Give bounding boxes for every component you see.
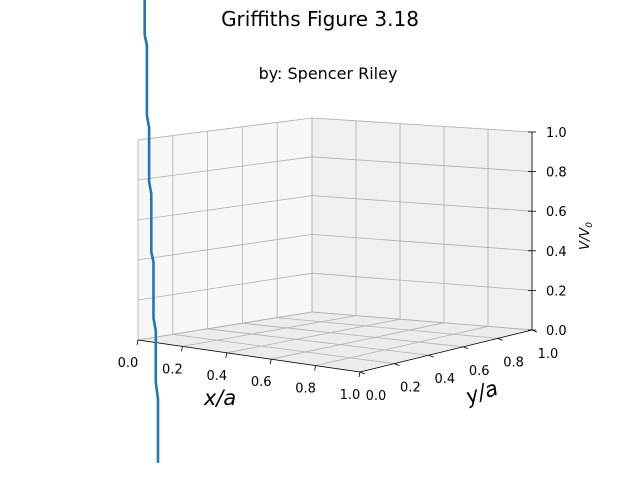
y-tick-1: [394, 363, 400, 366]
series-layer: [143, 0, 160, 463]
right-pane: [311, 117, 533, 331]
z-tick-label-2: 0.4: [546, 245, 567, 260]
grid-lines: [137, 117, 533, 373]
floor-grid-y-2: [207, 328, 429, 356]
floor-grid-x-1: [182, 315, 357, 347]
x-tick-labels: 0.0 0.2 0.4 0.6 0.8 1.0: [118, 339, 361, 403]
right-wall-grid-h-0: [311, 311, 533, 331]
x-axis-label: x/a: [203, 386, 236, 410]
x-tick-label-3: 0.6: [251, 375, 272, 390]
left-wall-grid-h-1: [137, 272, 313, 301]
left-wall-grid-h-4: [137, 156, 313, 181]
z-axis-label-group: V/V0: [578, 222, 595, 250]
y-tick-label-5: 1.0: [538, 347, 559, 362]
x-tick-3: [269, 359, 272, 365]
z-tick-labels: 0.0 0.2 0.4 0.6 0.8 1.0: [528, 126, 567, 339]
x-tick-0: [136, 339, 139, 346]
y-tick-label-4: 0.8: [503, 355, 524, 370]
x-tick-label-5: 1.0: [340, 388, 361, 403]
floor-grid-y-1: [172, 334, 395, 364]
y-tick-labels: 0.0 0.2 0.4 0.6 0.8 1.0: [359, 329, 559, 404]
y-tick-label-0: 0.0: [366, 389, 387, 404]
x-tick-2: [225, 352, 228, 358]
x-tick-label-1: 0.2: [162, 362, 183, 377]
floor-grid-y-4: [277, 317, 498, 339]
chart-subtitle: by: Spencer Riley: [259, 64, 398, 83]
z-tick-label-4: 0.8: [546, 166, 567, 181]
chart-title: Griffiths Figure 3.18: [221, 7, 419, 31]
floor-grid-x-2: [226, 318, 401, 354]
y-tick-4: [497, 338, 503, 341]
right-wall-grid-h-3: [311, 195, 533, 212]
z-axis-label-subscript: 0: [585, 222, 595, 228]
right-wall-grid-h-4: [311, 156, 533, 172]
x-tick-label-0: 0.0: [118, 356, 139, 371]
y-axis-line: [359, 329, 533, 373]
y-tick-2: [428, 354, 434, 358]
y-tick-3: [463, 346, 469, 350]
x-axis-line: [137, 339, 361, 373]
z-tick-label-1: 0.2: [546, 284, 567, 299]
left-wall-grid-h-2: [137, 234, 313, 261]
series-line-0: [143, 0, 160, 463]
right-wall-grid-h-5: [311, 117, 533, 133]
z-axis-label: V/V: [578, 227, 593, 250]
floor-grid-x-4: [315, 326, 489, 366]
right-wall-grid-h-1: [311, 272, 533, 291]
y-tick-0: [359, 371, 366, 375]
z-tick-label-0: 0.0: [546, 324, 567, 339]
axis-lines: [137, 132, 533, 373]
left-wall-grid-h-3: [137, 195, 313, 221]
svg-text:V/V0: V/V0: [578, 222, 595, 250]
x-tick-5: [358, 371, 361, 378]
left-pane: [137, 117, 313, 341]
right-wall-grid-h-2: [311, 234, 533, 252]
floor-grid-x-3: [271, 322, 445, 360]
y-axis-label: y/a: [462, 376, 501, 409]
x-tick-label-2: 0.4: [206, 369, 227, 384]
y-tick-label-3: 0.6: [469, 364, 490, 379]
z-tick-label-3: 0.6: [546, 205, 567, 220]
y-tick-label-2: 0.4: [434, 372, 455, 387]
x-tick-4: [314, 365, 316, 371]
left-wall-grid-h-5: [137, 117, 313, 141]
left-wall-grid-h-0: [137, 311, 313, 341]
y-tick-label-1: 0.2: [400, 381, 421, 396]
floor-grid-y-3: [242, 322, 464, 348]
z-tick-label-5: 1.0: [546, 126, 567, 141]
x-tick-1: [181, 346, 183, 352]
x-tick-label-4: 0.8: [295, 382, 316, 397]
